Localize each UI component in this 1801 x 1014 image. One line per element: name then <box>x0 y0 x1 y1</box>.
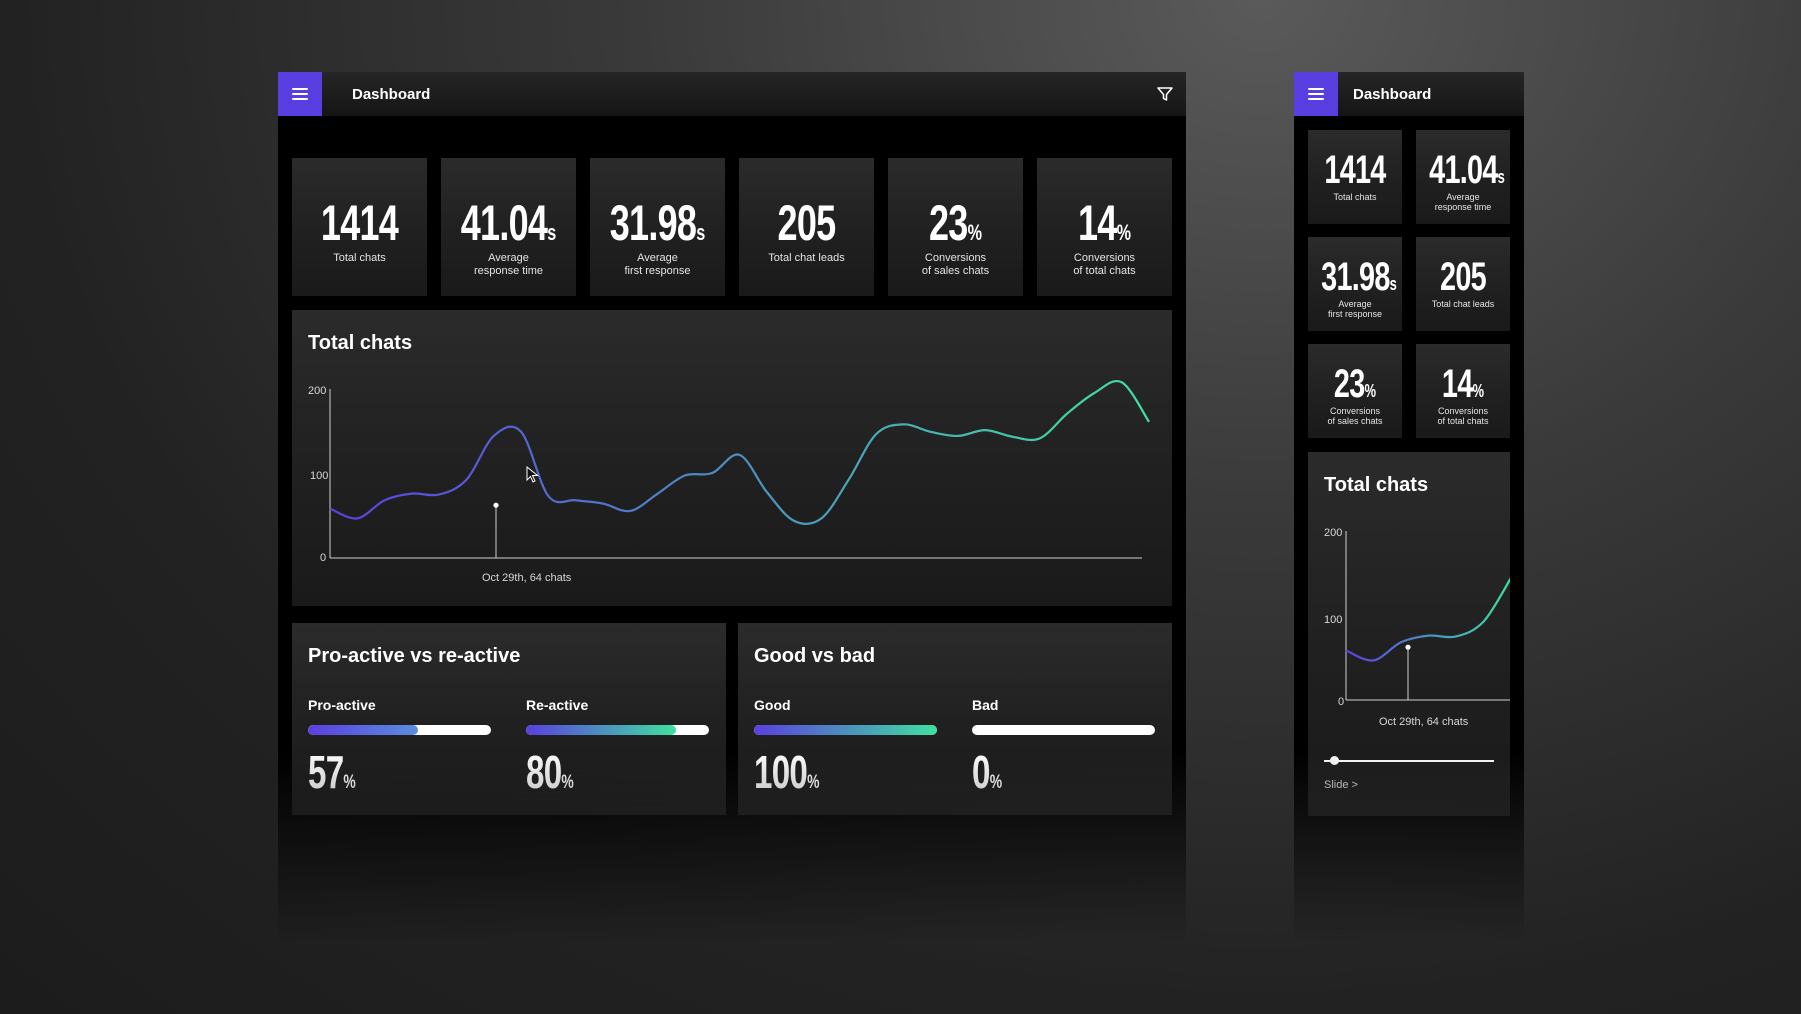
stat-value: 31.98s <box>609 195 706 251</box>
stat-label: Conversions of total chats <box>1437 406 1489 427</box>
stat-value: 23% <box>1333 362 1377 406</box>
proactive-bar <box>308 725 491 735</box>
reactive-bar <box>526 725 709 735</box>
highlight-point[interactable] <box>1405 644 1411 650</box>
top-bar: Dashboard <box>278 72 1186 116</box>
slider-track[interactable] <box>1324 760 1494 762</box>
bad-percent: 0% <box>972 746 1003 798</box>
stat-label: Average first response <box>624 252 691 277</box>
stat-card: 41.04s Average response time <box>1416 130 1510 224</box>
series-line <box>1345 577 1510 662</box>
reactive-label: Re-active <box>526 697 589 713</box>
stat-value: 1414 <box>1324 148 1386 192</box>
stat-card: 1414 Total chats <box>1308 130 1402 224</box>
stat-label: Total chat leads <box>1431 299 1495 309</box>
stat-label: Total chats <box>333 252 386 264</box>
y-tick-100: 100 <box>310 470 329 482</box>
stat-label: Total chat leads <box>768 252 845 264</box>
menu-button[interactable] <box>278 72 322 116</box>
stat-value: 41.04s <box>460 195 557 251</box>
stat-card: 14% Conversions of total chats <box>1037 158 1172 296</box>
stat-card: 205 Total chat leads <box>1416 237 1510 331</box>
bad-bar <box>972 725 1155 735</box>
stat-card: 41.04s Average response time <box>441 158 576 296</box>
top-bar: Dashboard <box>1294 72 1524 116</box>
good-label: Good <box>754 697 791 713</box>
reactive-percent: 80% <box>526 746 574 798</box>
proactive-percent: 57% <box>308 746 356 798</box>
chart-title: Total chats <box>1324 474 1429 496</box>
slider-handle[interactable] <box>1330 756 1339 765</box>
cursor-icon <box>526 466 539 483</box>
stat-card: 31.98s Average first response <box>590 158 725 296</box>
goodbad-card: Good vs bad Good 100% Bad 0% <box>738 623 1172 815</box>
good-bar-fill <box>754 725 937 735</box>
good-percent: 100% <box>754 746 820 798</box>
stat-label: Average first response <box>1327 299 1383 320</box>
stat-value: 14% <box>1077 195 1132 251</box>
highlight-point[interactable] <box>493 502 499 508</box>
total-chats-card: Total chats 200 100 0 Oct 29th, 64 chats… <box>1308 452 1510 816</box>
proactive-card: Pro-active vs re-active Pro-active 57% R… <box>292 623 726 815</box>
stat-value: 31.98s <box>1321 255 1397 299</box>
stat-value: 41.04s <box>1429 148 1505 192</box>
line-chart[interactable] <box>1308 452 1510 752</box>
page-title: Dashboard <box>1353 86 1432 103</box>
stat-card: 1414 Total chats <box>292 158 427 296</box>
hamburger-icon <box>292 88 308 100</box>
stat-value: 14% <box>1441 362 1485 406</box>
chart-caption: Oct 29th, 64 chats <box>482 572 572 584</box>
y-tick-0: 0 <box>1338 696 1345 708</box>
slide-label[interactable]: Slide > <box>1324 779 1358 791</box>
proactive-label: Pro-active <box>308 697 376 713</box>
proactive-bar-fill <box>308 725 418 735</box>
chart-caption: Oct 29th, 64 chats <box>1379 716 1469 728</box>
stat-value: 205 <box>1440 255 1487 299</box>
mobile-dashboard: Dashboard 1414 Total chats 41.04s Average r… <box>1294 72 1524 940</box>
stat-label: Conversions of sales chats <box>921 252 990 277</box>
stat-value: 23% <box>928 195 983 251</box>
stat-value: 205 <box>777 195 837 251</box>
stat-label: Total chats <box>1333 192 1377 202</box>
proactive-title: Pro-active vs re-active <box>308 645 521 667</box>
stat-label: Average response time <box>1434 192 1492 213</box>
stat-label: Conversions of sales chats <box>1327 406 1383 427</box>
goodbad-title: Good vs bad <box>754 645 876 667</box>
hamburger-icon <box>1308 88 1324 100</box>
y-tick-100: 100 <box>1324 614 1343 626</box>
stat-label: Average response time <box>473 252 544 277</box>
bad-label: Bad <box>972 697 999 713</box>
y-tick-0: 0 <box>320 552 327 564</box>
stat-value: 1414 <box>320 195 399 251</box>
series-line <box>329 380 1150 525</box>
good-bar <box>754 725 937 735</box>
menu-button[interactable] <box>1294 72 1338 116</box>
y-tick-200: 200 <box>1324 527 1343 539</box>
y-tick-200: 200 <box>308 385 327 397</box>
desktop-dashboard: Dashboard 1414 Total chats 41.04s Average r… <box>278 72 1186 940</box>
stat-card: 23% Conversions of sales chats <box>1308 344 1402 438</box>
stat-card: 14% Conversions of total chats <box>1416 344 1510 438</box>
filter-icon[interactable] <box>1156 85 1174 103</box>
reactive-bar-fill <box>526 725 677 735</box>
total-chats-card: Total chats 200 100 0 Oct 29th, 64 chats <box>292 310 1172 606</box>
chart-title: Total chats <box>308 332 413 354</box>
stat-card: 23% Conversions of sales chats <box>888 158 1023 296</box>
stat-card: 205 Total chat leads <box>739 158 874 296</box>
page-title: Dashboard <box>352 86 431 103</box>
line-chart[interactable] <box>292 310 1172 606</box>
stat-card: 31.98s Average first response <box>1308 237 1402 331</box>
stat-label: Conversions of total chats <box>1073 252 1136 277</box>
